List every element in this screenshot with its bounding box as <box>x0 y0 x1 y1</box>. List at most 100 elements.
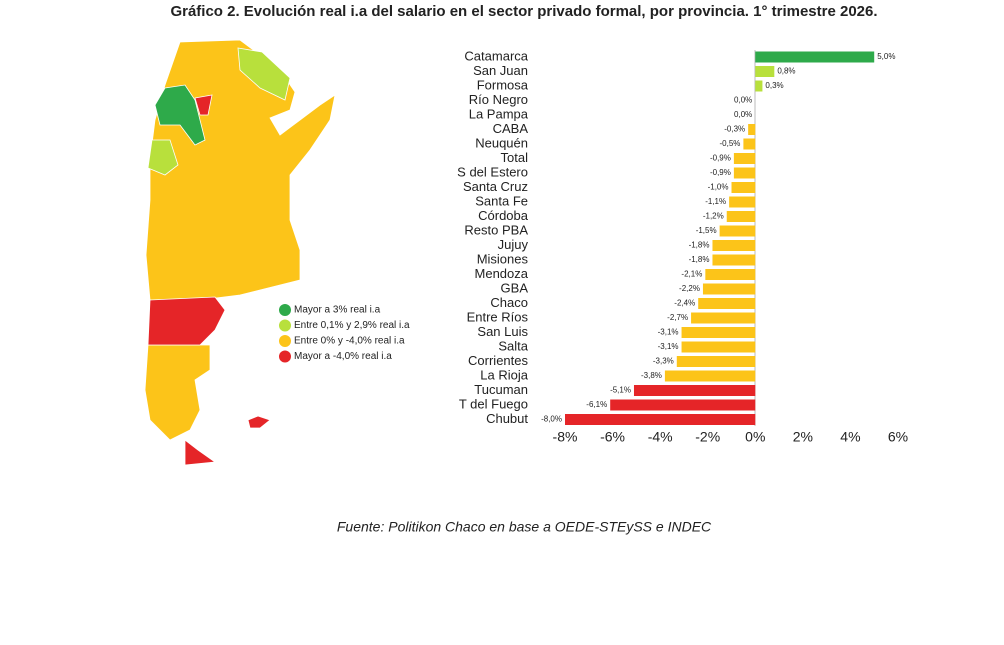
value-label: -3,1% <box>658 328 679 337</box>
value-label: -1,2% <box>703 212 724 221</box>
x-tick-label: -4% <box>648 429 673 445</box>
value-label: -1,8% <box>689 241 710 250</box>
category-label: Corrientes <box>468 353 528 368</box>
value-label: -0,3% <box>724 125 745 134</box>
legend-label: Mayor a -4,0% real i.a <box>294 351 392 362</box>
category-label: Salta <box>498 338 528 353</box>
value-label: -1,5% <box>696 226 717 235</box>
category-label: T del Fuego <box>459 396 528 411</box>
x-tick-label: -6% <box>600 429 625 445</box>
value-label: -2,7% <box>667 313 688 322</box>
value-label: -2,4% <box>674 299 695 308</box>
bar <box>748 124 756 135</box>
map-region <box>144 344 211 441</box>
value-label: 5,0% <box>877 52 895 61</box>
map-region <box>154 84 206 146</box>
bar <box>731 182 756 193</box>
map-region <box>247 415 271 429</box>
x-tick-label: -2% <box>695 429 720 445</box>
map <box>144 39 336 466</box>
map-region <box>145 39 336 301</box>
bar <box>681 341 756 353</box>
category-label: Catamarca <box>464 48 528 63</box>
category-label: Córdoba <box>478 208 529 223</box>
bar <box>705 269 756 280</box>
category-label: Chaco <box>490 295 528 310</box>
value-label: -2,2% <box>679 284 700 293</box>
bar <box>729 196 756 208</box>
category-label: Tucuman <box>474 382 528 397</box>
legend-marker <box>279 304 291 316</box>
category-label: GBA <box>501 280 529 295</box>
bar <box>633 385 756 396</box>
category-label: Mendoza <box>475 266 529 281</box>
map-region <box>147 296 226 346</box>
value-label: -1,0% <box>708 183 729 192</box>
category-label: Neuquén <box>475 135 528 150</box>
bar <box>698 298 756 309</box>
category-label: Jujuy <box>498 237 529 252</box>
x-tick-label: 4% <box>840 429 860 445</box>
value-label: -0,9% <box>710 154 731 163</box>
value-label: -5,1% <box>610 386 631 395</box>
value-label: 0,0% <box>734 96 752 105</box>
x-tick-label: 6% <box>888 429 908 445</box>
category-label: Chubut <box>486 411 528 426</box>
category-label: San Juan <box>473 63 528 78</box>
category-label: Santa Fe <box>475 193 528 208</box>
legend-marker <box>279 350 291 363</box>
category-label: Formosa <box>477 77 529 92</box>
bar <box>676 356 756 367</box>
category-label: Total <box>501 150 529 165</box>
value-label: 0,3% <box>765 81 783 90</box>
value-label: -6,1% <box>586 400 607 409</box>
value-label: 0,0% <box>734 110 752 119</box>
map-region <box>194 94 213 116</box>
value-label: -3,8% <box>641 371 662 380</box>
legend: Mayor a 3% real i.a Entre 0,1% y 2,9% rea… <box>279 304 410 363</box>
bar <box>664 370 756 382</box>
value-label: -0,5% <box>719 139 740 148</box>
bar <box>743 138 756 150</box>
legend-marker <box>279 335 291 347</box>
category-label: La Rioja <box>480 367 528 382</box>
category-label: San Luis <box>477 324 528 339</box>
value-label: -2,1% <box>681 270 702 279</box>
bar <box>712 254 756 266</box>
bar <box>712 240 756 251</box>
bar <box>755 66 775 77</box>
map-region <box>237 47 291 101</box>
value-label: 0,8% <box>777 67 795 76</box>
category-label: CABA <box>493 121 529 136</box>
x-tick-label: 2% <box>793 429 813 445</box>
bar <box>610 399 756 411</box>
x-tick-label: -8% <box>553 429 578 445</box>
value-label: -8,0% <box>541 415 562 424</box>
bar <box>719 225 756 237</box>
source-note: Fuente: Politikon Chaco en base a OEDE-S… <box>337 519 712 535</box>
value-label: -1,1% <box>705 197 726 206</box>
bar <box>565 414 756 425</box>
bar <box>691 312 756 324</box>
bar <box>733 153 756 164</box>
chart-title: Gráfico 2. Evolución real i.a del salari… <box>170 3 877 20</box>
bar <box>726 211 756 222</box>
category-label: La Pampa <box>469 106 529 121</box>
value-label: -1,8% <box>689 255 710 264</box>
bar <box>733 167 756 179</box>
map-region <box>184 439 217 466</box>
bar <box>702 283 756 295</box>
value-label: -3,1% <box>658 342 679 351</box>
legend-label: Entre 0% y -4,0% real i.a <box>294 336 405 347</box>
value-label: -3,3% <box>653 357 674 366</box>
bar <box>755 80 763 92</box>
value-label: -0,9% <box>710 168 731 177</box>
category-label: Santa Cruz <box>463 179 528 194</box>
category-label: Misiones <box>477 251 529 266</box>
bar <box>755 51 875 63</box>
legend-label: Mayor a 3% real i.a <box>294 305 381 316</box>
legend-marker <box>279 319 291 332</box>
category-label: Resto PBA <box>464 222 528 237</box>
category-label: S del Estero <box>457 164 528 179</box>
